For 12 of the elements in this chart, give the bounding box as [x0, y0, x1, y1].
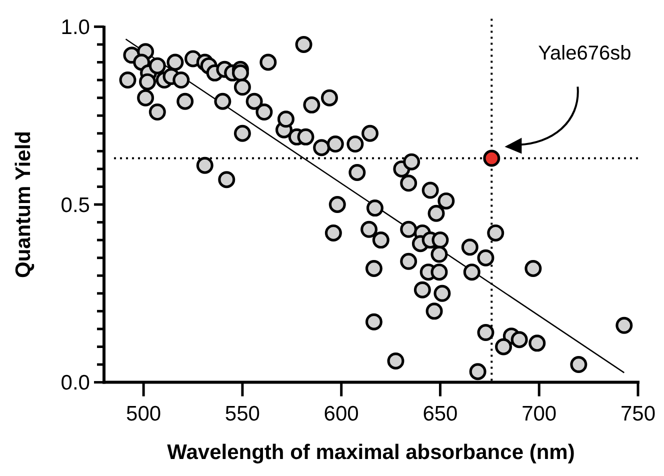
- x-axis-title: Wavelength of maximal absorbance (nm): [167, 441, 575, 464]
- x-tick-label: 700: [522, 402, 557, 426]
- x-tick-label: 500: [126, 402, 162, 426]
- x-tick-label: 550: [224, 402, 260, 426]
- y-tick-label: 1.0: [60, 16, 90, 40]
- x-tick-label: 600: [324, 402, 359, 426]
- y-tick-label: 0.0: [60, 372, 90, 395]
- y-tick-label: 0.5: [60, 194, 90, 217]
- y-axis-title: Quantum Yield: [12, 130, 35, 278]
- x-tick-label: 650: [422, 402, 458, 426]
- annotation: Yale676sb: [538, 42, 632, 65]
- x-tick-label: 750: [620, 402, 656, 426]
